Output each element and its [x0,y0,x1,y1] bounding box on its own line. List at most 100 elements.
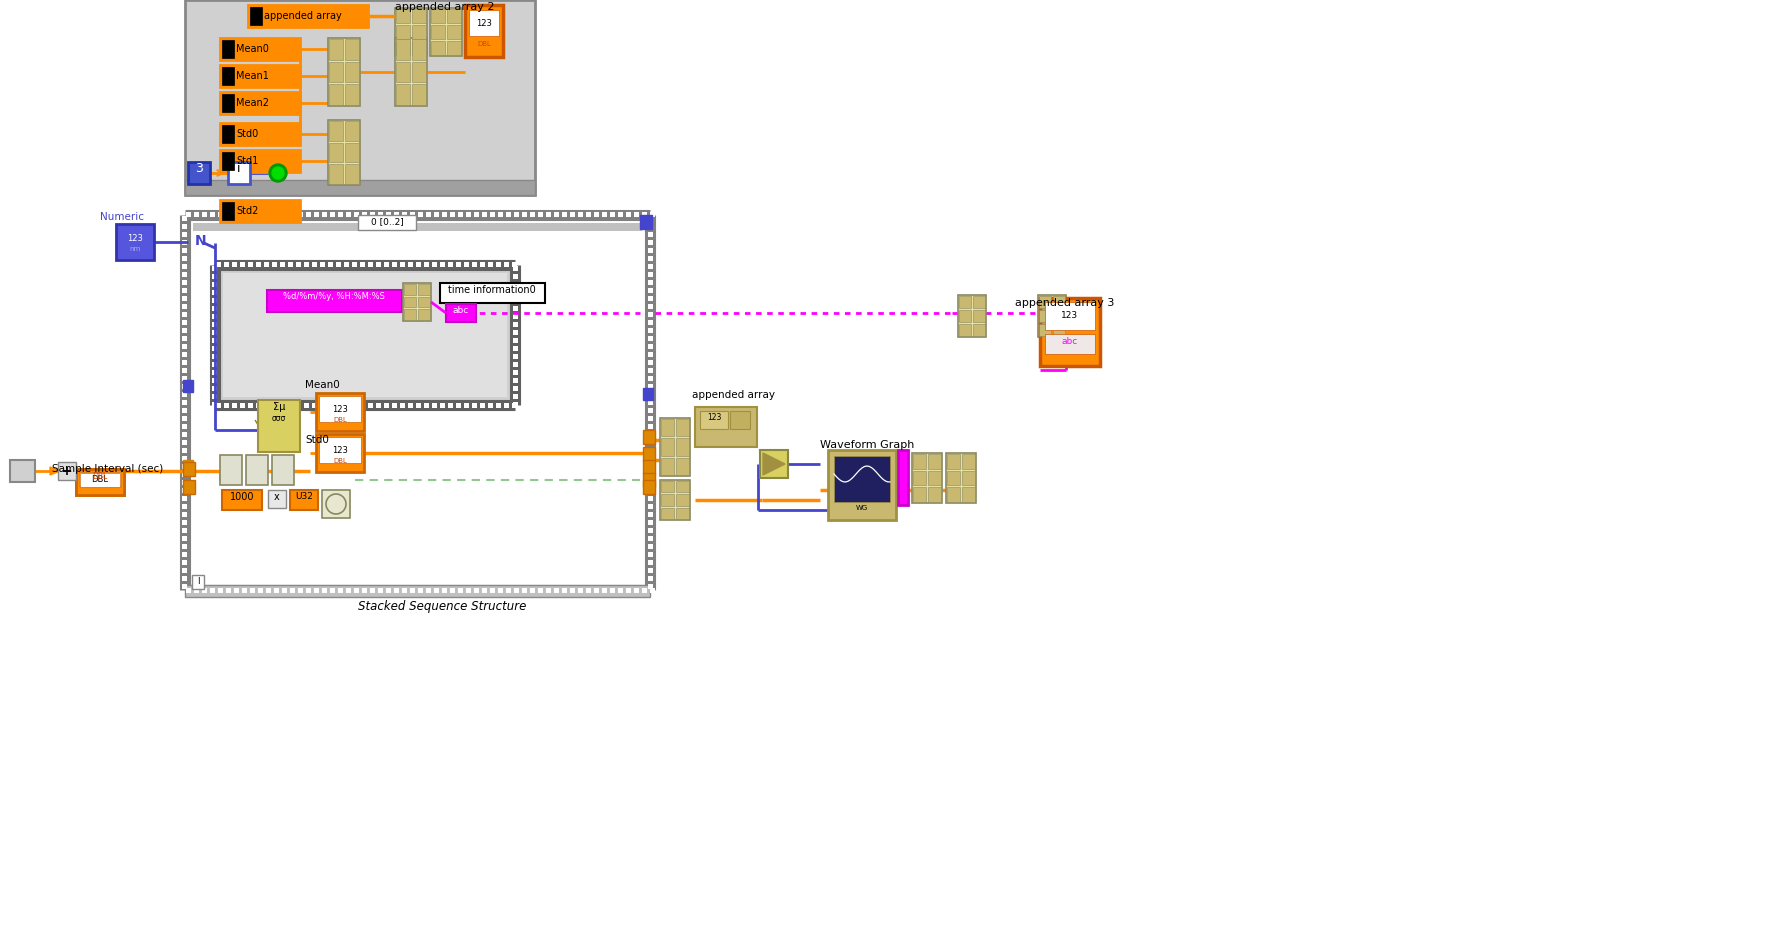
Bar [474,212,480,217]
Bar [273,455,294,485]
Bar [1039,324,1051,336]
Bar [182,536,188,541]
Bar [699,411,727,429]
Bar [648,456,653,461]
Bar [329,121,343,141]
Bar [221,125,234,143]
Bar [186,0,535,195]
Bar [221,490,262,510]
Bar [497,212,503,217]
Bar [496,262,501,267]
Text: nm: nm [129,246,140,252]
Bar [411,212,414,217]
Bar [219,150,299,172]
Bar [359,262,365,267]
Bar [345,121,359,141]
Bar [660,419,674,437]
Bar [442,212,448,217]
Bar [432,262,437,267]
Bar [474,588,480,593]
Bar [188,162,211,184]
Bar [329,164,343,184]
Text: Mean1: Mean1 [235,71,269,81]
Bar [375,262,381,267]
Bar [643,430,655,444]
Bar [290,212,296,217]
Bar [386,588,391,593]
Bar [648,320,653,325]
Bar [404,310,416,320]
Bar [416,262,421,267]
Bar [427,588,432,593]
Text: Mean0: Mean0 [235,44,269,54]
Bar [327,38,359,106]
Bar [182,280,188,285]
Bar [241,403,244,408]
Bar [76,469,124,495]
Bar [442,588,448,593]
Text: i: i [237,162,241,175]
Bar [182,376,188,381]
Bar [281,588,287,593]
Bar [504,262,510,267]
Bar [290,490,319,510]
Bar [395,212,398,217]
Bar [481,212,487,217]
Bar [216,262,221,267]
Bar [545,212,550,217]
Text: appended array: appended array [692,390,775,400]
Bar [404,297,416,308]
Bar [396,41,411,55]
Bar [297,212,303,217]
Bar [480,262,485,267]
Bar [448,41,460,55]
Bar [193,223,643,582]
Bar [425,403,428,408]
Bar [329,212,335,217]
Bar [648,464,653,469]
Text: U32: U32 [296,492,313,501]
Bar [648,496,653,501]
Bar [958,295,986,337]
Bar [223,273,506,397]
Bar [466,5,503,57]
Bar [595,588,598,593]
Bar [506,588,512,593]
Bar [927,454,942,469]
Bar [212,282,218,287]
Bar [329,62,343,83]
Bar [211,212,214,217]
Bar [329,84,343,105]
Bar [513,370,519,375]
Bar [379,212,382,217]
Bar [643,480,655,494]
Bar [522,588,527,593]
Bar [186,212,191,217]
Bar [418,284,430,295]
Bar [327,120,359,185]
Bar [538,588,543,593]
Bar [570,212,575,217]
Text: DBL: DBL [92,472,108,480]
Bar [304,403,310,408]
Bar [227,588,232,593]
Text: Waveform Graph: Waveform Graph [820,440,915,450]
Bar [974,324,984,336]
Bar [513,338,519,343]
Bar [212,330,218,335]
Bar [412,62,427,83]
Text: Σμ: Σμ [273,402,285,412]
Bar [391,403,396,408]
Text: 123: 123 [127,234,143,243]
Bar [648,472,653,477]
Bar [913,471,926,486]
Bar [267,490,287,508]
Bar [586,212,591,217]
Bar [395,588,398,593]
Bar [490,212,496,217]
Bar [676,419,689,437]
Bar [458,588,464,593]
Text: x: x [274,492,280,502]
Bar [182,296,188,301]
Bar [648,536,653,541]
